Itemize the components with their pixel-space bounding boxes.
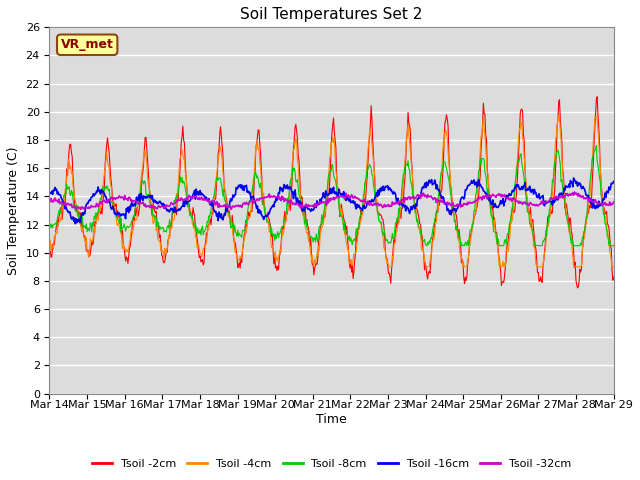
Title: Soil Temperatures Set 2: Soil Temperatures Set 2 <box>241 7 423 22</box>
Tsoil -2cm <box>417 222 424 228</box>
Tsoil -16cm <box>172 209 180 215</box>
Tsoil -2cm <box>171 210 179 216</box>
Legend: Tsoil -2cm, Tsoil -4cm, Tsoil -8cm, Tsoil -16cm, Tsoil -32cm: Tsoil -2cm, Tsoil -4cm, Tsoil -8cm, Tsoi… <box>88 454 575 473</box>
Tsoil -32cm <box>417 191 425 197</box>
Line: Tsoil -2cm: Tsoil -2cm <box>49 97 614 288</box>
Tsoil -4cm <box>385 264 393 270</box>
Y-axis label: Soil Temperature (C): Soil Temperature (C) <box>7 146 20 275</box>
Line: Tsoil -16cm: Tsoil -16cm <box>49 178 614 224</box>
Tsoil -2cm <box>593 94 601 100</box>
Tsoil -4cm <box>554 112 562 118</box>
Tsoil -4cm <box>610 264 618 270</box>
Tsoil -32cm <box>56 201 63 206</box>
Tsoil -8cm <box>417 229 424 235</box>
Tsoil -32cm <box>401 194 409 200</box>
Tsoil -8cm <box>56 209 63 215</box>
Tsoil -32cm <box>77 206 84 212</box>
Tsoil -4cm <box>45 246 53 252</box>
Tsoil -16cm <box>115 212 122 217</box>
Tsoil -32cm <box>570 189 578 195</box>
Tsoil -2cm <box>610 274 618 280</box>
Tsoil -16cm <box>401 202 409 208</box>
Line: Tsoil -32cm: Tsoil -32cm <box>49 192 614 209</box>
Tsoil -2cm <box>201 242 209 248</box>
Tsoil -8cm <box>593 143 600 148</box>
Tsoil -32cm <box>202 197 209 203</box>
Line: Tsoil -8cm: Tsoil -8cm <box>49 145 614 246</box>
Tsoil -2cm <box>573 285 581 291</box>
Text: VR_met: VR_met <box>61 38 114 51</box>
Tsoil -8cm <box>400 171 408 177</box>
Tsoil -4cm <box>56 219 63 225</box>
Tsoil -8cm <box>45 222 53 228</box>
Tsoil -16cm <box>417 188 425 194</box>
Tsoil -32cm <box>115 194 122 200</box>
Tsoil -4cm <box>201 242 209 248</box>
Tsoil -32cm <box>610 199 618 205</box>
Tsoil -2cm <box>56 212 63 217</box>
Tsoil -8cm <box>610 243 618 249</box>
Tsoil -2cm <box>114 208 122 214</box>
Tsoil -2cm <box>45 248 53 254</box>
Tsoil -4cm <box>401 157 409 163</box>
Tsoil -4cm <box>114 223 122 228</box>
Tsoil -32cm <box>45 198 53 204</box>
Tsoil -16cm <box>72 221 79 227</box>
Line: Tsoil -4cm: Tsoil -4cm <box>49 115 614 267</box>
Tsoil -16cm <box>202 196 209 202</box>
Tsoil -16cm <box>56 192 63 198</box>
Tsoil -16cm <box>570 175 577 181</box>
X-axis label: Time: Time <box>316 413 347 426</box>
Tsoil -8cm <box>423 243 431 249</box>
Tsoil -32cm <box>172 200 180 206</box>
Tsoil -8cm <box>114 216 122 222</box>
Tsoil -16cm <box>45 192 53 197</box>
Tsoil -4cm <box>417 247 425 252</box>
Tsoil -8cm <box>171 200 179 205</box>
Tsoil -8cm <box>201 228 209 234</box>
Tsoil -2cm <box>400 184 408 190</box>
Tsoil -16cm <box>610 179 618 184</box>
Tsoil -4cm <box>171 207 179 213</box>
